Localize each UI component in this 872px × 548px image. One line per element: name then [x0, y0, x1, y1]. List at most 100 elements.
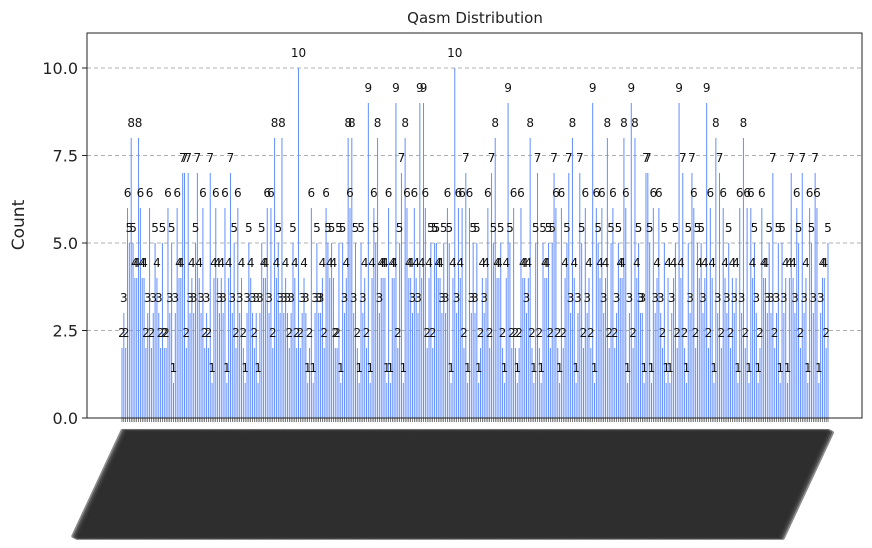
bar-value-label: 3	[236, 291, 244, 305]
bar	[213, 278, 215, 418]
bar	[371, 278, 373, 418]
bar	[680, 278, 682, 418]
bar	[752, 278, 754, 418]
bar-value-label: 2	[240, 326, 248, 340]
bar	[647, 173, 649, 418]
bar-value-label: 4	[596, 256, 604, 270]
bar-value-label: 3	[800, 291, 808, 305]
bar-value-label: 4	[482, 256, 490, 270]
bar-value-label: 4	[326, 256, 334, 270]
bar	[794, 313, 796, 418]
bar-value-label: 4	[479, 256, 487, 270]
bar-value-label: 3	[638, 291, 646, 305]
bar	[684, 348, 686, 418]
bar-value-label: 4	[456, 256, 464, 270]
bar	[257, 383, 259, 418]
bar-value-label: 4	[273, 256, 281, 270]
bar-value-label: 2	[122, 326, 130, 340]
bar	[178, 278, 180, 418]
bar-value-label: 1	[475, 361, 483, 375]
bar	[654, 313, 656, 418]
bar-value-label: 6	[422, 186, 430, 200]
bar-value-label: 4	[664, 256, 672, 270]
bar	[332, 278, 334, 418]
bar-value-label: 2	[756, 326, 764, 340]
bar-value-label: 8	[604, 116, 612, 130]
bar-value-label: 3	[764, 291, 772, 305]
bar-value-label: 1	[666, 361, 674, 375]
bar-value-label: 4	[238, 256, 246, 270]
bar	[733, 313, 735, 418]
bar	[226, 383, 228, 418]
bar-value-label: 5	[725, 221, 733, 235]
bar-value-label: 7	[565, 151, 573, 165]
bar	[592, 103, 594, 418]
bar	[456, 313, 458, 418]
bar-value-label: 2	[285, 326, 293, 340]
bar	[748, 383, 750, 418]
bar	[388, 208, 390, 418]
bar-value-label: 6	[813, 186, 821, 200]
bar-value-label: 1	[399, 361, 407, 375]
bar-value-label: 3	[767, 291, 775, 305]
bar-value-label: 8	[491, 116, 499, 130]
bar-value-label: 2	[251, 326, 259, 340]
bar	[343, 313, 345, 418]
bar	[459, 278, 461, 418]
bar	[735, 278, 737, 418]
bar-value-label: 5	[545, 221, 553, 235]
bar	[480, 348, 482, 418]
bar-value-label: 8	[569, 116, 577, 130]
bar	[470, 313, 472, 418]
bar-value-label: 6	[403, 186, 411, 200]
bar	[395, 103, 397, 418]
bar	[336, 348, 338, 418]
bar	[303, 278, 305, 418]
bar-value-label: 1	[754, 361, 762, 375]
bar	[524, 278, 526, 418]
bar	[160, 348, 162, 418]
bar	[189, 313, 191, 418]
bar	[413, 208, 415, 418]
bar	[292, 243, 294, 418]
bar	[763, 278, 765, 418]
bar-value-label: 6	[719, 186, 727, 200]
bar-value-label: 5	[159, 221, 167, 235]
bar	[172, 383, 174, 418]
bar	[809, 208, 811, 418]
bar	[527, 278, 529, 418]
bar	[445, 313, 447, 418]
bar	[682, 173, 684, 418]
bar	[818, 383, 820, 418]
bar	[476, 243, 478, 418]
bar	[660, 313, 662, 418]
bar-value-label: 4	[502, 256, 510, 270]
bar	[132, 243, 134, 418]
bar	[542, 243, 544, 418]
bar	[342, 243, 344, 418]
bar-value-label: 2	[148, 326, 156, 340]
bar-value-label: 1	[591, 361, 599, 375]
bar-value-label: 5	[778, 221, 786, 235]
bar	[500, 243, 502, 418]
bar	[340, 383, 342, 418]
bar	[715, 138, 717, 418]
bar-value-label: 4	[361, 256, 369, 270]
bar-value-label: 1	[337, 361, 345, 375]
bar-value-label: 3	[376, 291, 384, 305]
bar-value-label: 7	[181, 151, 189, 165]
bar	[774, 348, 776, 418]
bar-value-label: 3	[228, 291, 236, 305]
bar-value-label: 4	[721, 256, 729, 270]
bar-value-label: 5	[594, 221, 602, 235]
bar-value-label: 3	[144, 291, 152, 305]
bar	[275, 278, 277, 418]
bar	[237, 208, 239, 418]
bar	[437, 278, 439, 418]
bar	[128, 243, 130, 418]
bar-value-label: 4	[330, 256, 338, 270]
bar-value-label: 4	[405, 256, 413, 270]
bar-value-label: 6	[593, 186, 601, 200]
bar	[457, 208, 459, 418]
bar-value-label: 1	[784, 361, 792, 375]
